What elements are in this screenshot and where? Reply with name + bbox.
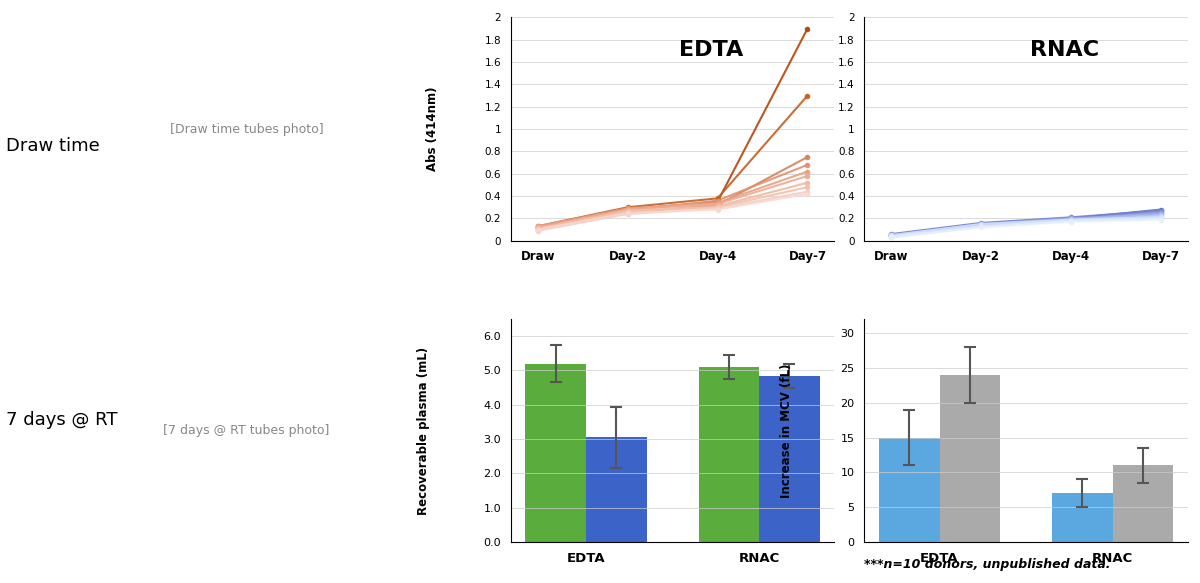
Bar xyxy=(698,367,760,542)
Text: Draw time: Draw time xyxy=(6,137,100,154)
Y-axis label: Recoverable plasma (mL): Recoverable plasma (mL) xyxy=(416,346,430,515)
Text: ***n=10 donors, unpublished data.: ***n=10 donors, unpublished data. xyxy=(864,559,1110,571)
Text: [Draw time tubes photo]: [Draw time tubes photo] xyxy=(169,122,323,136)
Bar xyxy=(526,364,586,542)
Text: RNAC: RNAC xyxy=(1031,40,1099,60)
Text: [7 days @ RT tubes photo]: [7 days @ RT tubes photo] xyxy=(163,424,330,437)
Text: 7 days @ RT: 7 days @ RT xyxy=(6,411,118,429)
Y-axis label: Abs (414nm): Abs (414nm) xyxy=(426,87,439,171)
Bar xyxy=(760,375,820,542)
Bar xyxy=(1112,465,1174,542)
Text: EDTA: EDTA xyxy=(679,40,744,60)
Y-axis label: Increase in MCV (fL): Increase in MCV (fL) xyxy=(780,363,793,498)
Bar xyxy=(1052,493,1112,542)
Bar xyxy=(940,375,1000,542)
Bar xyxy=(878,437,940,542)
Bar xyxy=(586,437,647,542)
